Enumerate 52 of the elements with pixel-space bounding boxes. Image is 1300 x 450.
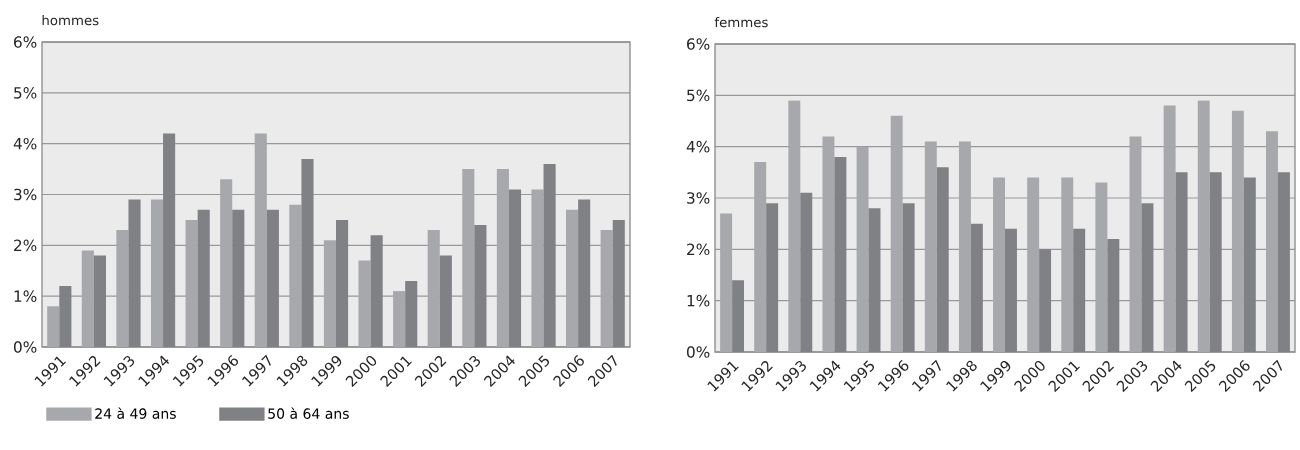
bar [1095, 182, 1108, 352]
legend-label: 50 à 64 ans [268, 407, 349, 419]
bar [1027, 177, 1040, 352]
bar [393, 291, 406, 347]
bar [323, 240, 336, 347]
y-tick-label: 0% [13, 341, 37, 353]
bar [1197, 100, 1210, 352]
bar [924, 141, 937, 352]
bar [1061, 177, 1074, 352]
bar [220, 179, 233, 347]
bar [1129, 136, 1142, 352]
bar [1163, 105, 1176, 352]
y-tick-label: 5% [687, 89, 710, 102]
bar [856, 146, 869, 352]
bar [1231, 110, 1244, 352]
y-tick-label: 1% [14, 290, 37, 302]
y-tick-label: 5% [14, 87, 37, 99]
y-tick-label: 2% [687, 243, 710, 256]
bar [1266, 131, 1278, 352]
bar [496, 169, 509, 347]
bar [358, 260, 371, 347]
bar [116, 230, 129, 347]
bar [788, 100, 801, 352]
bar [958, 141, 971, 352]
bar [720, 213, 733, 352]
bar [566, 209, 579, 347]
bar [754, 162, 767, 352]
bar [822, 136, 835, 352]
bar [289, 204, 302, 347]
chart-title: femmes [714, 16, 768, 28]
y-tick-label: 1% [687, 294, 710, 307]
y-tick-label: 0% [686, 346, 710, 358]
y-tick-label: 6% [14, 36, 37, 48]
bar [427, 230, 440, 347]
chart-title: hommes [42, 14, 99, 26]
bar [81, 250, 94, 347]
bar [150, 199, 164, 347]
y-tick-label: 3% [14, 188, 37, 201]
bar [890, 115, 903, 352]
bar [531, 189, 544, 347]
y-tick-label: 3% [687, 192, 710, 204]
bar [47, 306, 60, 347]
bar [254, 133, 267, 347]
y-tick-label: 2% [14, 239, 37, 252]
y-tick-label: 4% [686, 140, 710, 153]
bar [600, 230, 613, 347]
y-tick-label: 4% [13, 137, 37, 150]
bar [993, 177, 1006, 352]
bar [185, 219, 198, 347]
y-tick-label: 6% [687, 38, 710, 50]
legend-label: 24 à 49 ans [95, 407, 176, 419]
bar [462, 169, 475, 347]
